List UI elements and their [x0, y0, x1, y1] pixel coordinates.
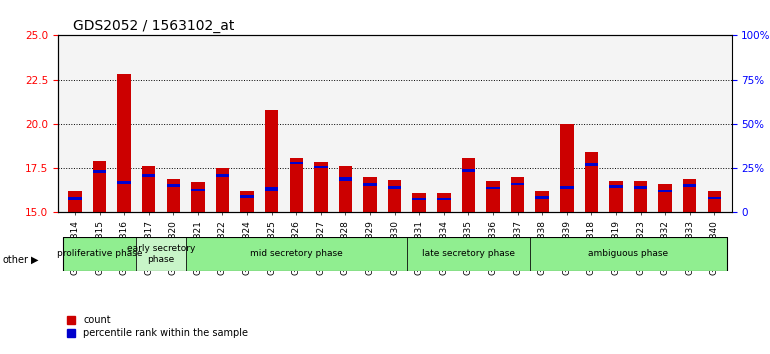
Bar — [658, 190, 672, 192]
Bar — [290, 162, 303, 164]
Bar — [486, 181, 500, 212]
Text: late secretory phase: late secretory phase — [422, 250, 515, 258]
Bar — [136, 237, 186, 271]
Bar — [265, 187, 279, 191]
Bar — [560, 124, 574, 212]
Bar — [511, 183, 524, 185]
Bar — [166, 179, 180, 212]
Bar — [683, 179, 696, 212]
Legend: count, percentile rank within the sample: count, percentile rank within the sample — [62, 312, 252, 342]
Text: GDS2052 / 1563102_at: GDS2052 / 1563102_at — [73, 19, 235, 34]
Bar — [634, 186, 648, 188]
Text: ▶: ▶ — [31, 255, 38, 265]
Text: other: other — [2, 255, 28, 265]
Bar — [216, 168, 229, 212]
Bar — [69, 197, 82, 200]
Bar — [683, 184, 696, 187]
Bar — [609, 185, 623, 188]
Bar — [511, 177, 524, 212]
Bar — [240, 191, 254, 212]
Bar — [535, 191, 549, 212]
Text: early secretory
phase: early secretory phase — [127, 244, 196, 264]
Bar — [708, 191, 721, 212]
Bar — [240, 195, 254, 198]
Bar — [658, 184, 672, 212]
Bar — [388, 186, 401, 188]
Bar — [413, 193, 426, 212]
Bar — [535, 196, 549, 199]
Bar — [117, 181, 131, 184]
Bar — [584, 152, 598, 212]
Bar — [62, 237, 136, 271]
Bar — [413, 198, 426, 200]
Bar — [186, 237, 407, 271]
Bar — [437, 193, 450, 212]
Bar — [462, 169, 475, 172]
Bar — [142, 175, 156, 177]
Bar — [584, 163, 598, 166]
Bar — [388, 179, 401, 212]
Bar — [486, 187, 500, 189]
Bar — [191, 189, 205, 191]
Bar — [339, 166, 352, 212]
Bar — [314, 166, 327, 168]
Bar — [339, 177, 352, 181]
Bar — [363, 183, 377, 186]
Bar — [363, 177, 377, 212]
Bar — [142, 166, 156, 212]
Bar — [437, 198, 450, 200]
Bar — [69, 191, 82, 212]
Bar — [609, 181, 623, 212]
Bar — [634, 181, 648, 212]
Bar — [560, 186, 574, 189]
Bar — [117, 74, 131, 212]
Bar — [216, 175, 229, 177]
Bar — [265, 110, 279, 212]
Bar — [93, 161, 106, 212]
Bar — [314, 162, 327, 212]
Bar — [93, 170, 106, 173]
Text: mid secretory phase: mid secretory phase — [250, 250, 343, 258]
Text: ambiguous phase: ambiguous phase — [588, 250, 668, 258]
Bar — [708, 197, 721, 199]
Bar — [166, 184, 180, 187]
Bar — [530, 237, 727, 271]
Bar — [290, 158, 303, 212]
Bar — [191, 182, 205, 212]
Bar — [462, 158, 475, 212]
Text: proliferative phase: proliferative phase — [57, 250, 142, 258]
Bar — [407, 237, 530, 271]
